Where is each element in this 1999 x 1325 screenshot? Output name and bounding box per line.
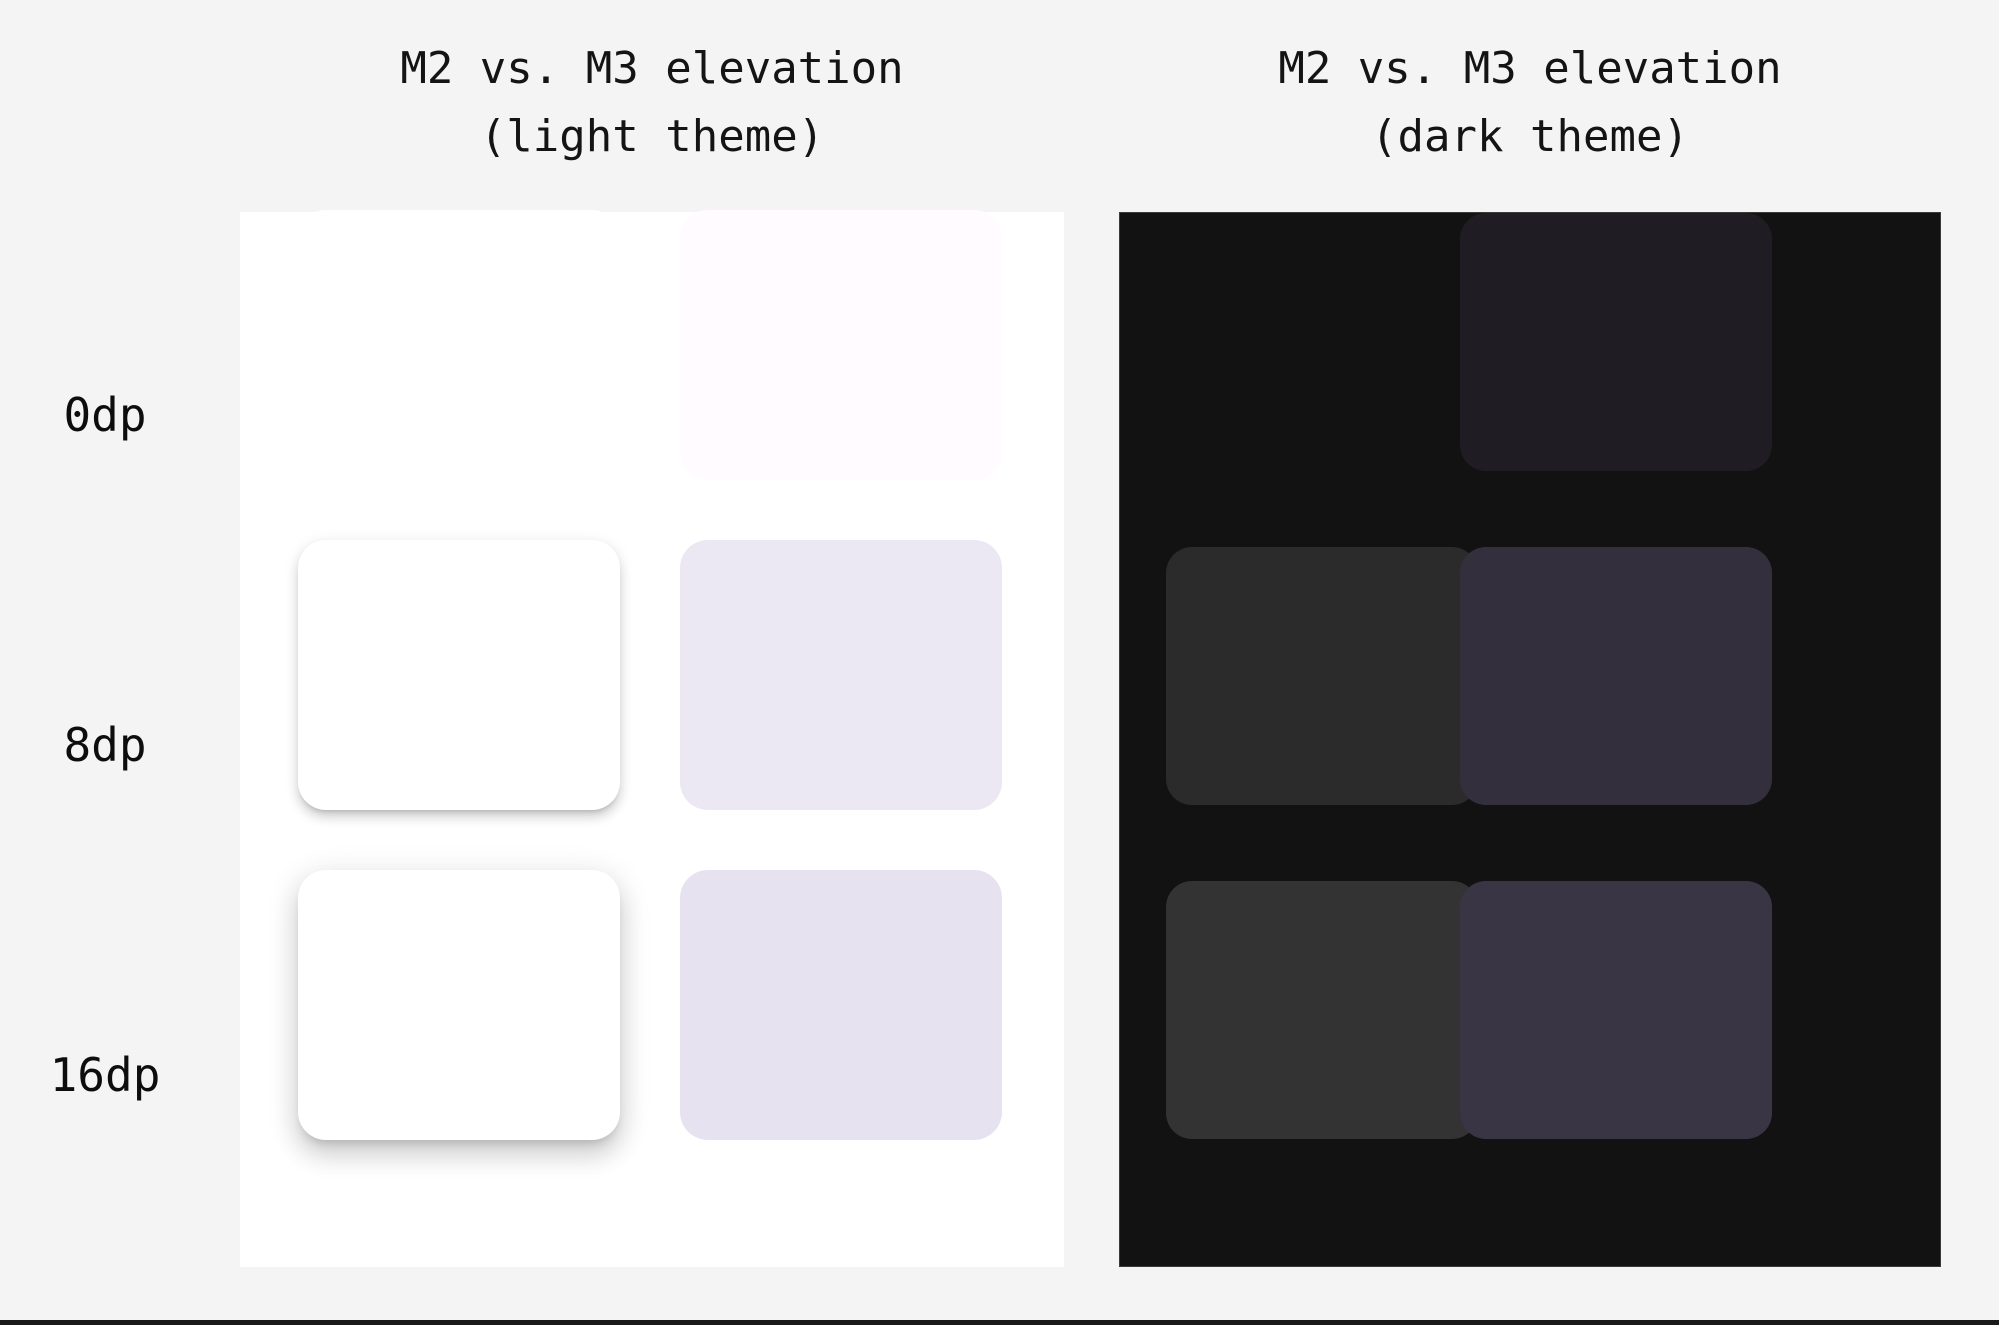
card-dark-m3-0dp	[1460, 213, 1772, 471]
dark-theme-panel	[1119, 212, 1941, 1267]
dark-theme-title-line2: (dark theme)	[1371, 111, 1689, 162]
row-label-16dp: 16dp	[49, 1048, 161, 1102]
card-dark-m2-16dp	[1166, 881, 1478, 1139]
card-light-m2-16dp	[298, 870, 620, 1140]
row-label-8dp: 8dp	[63, 718, 147, 772]
dark-theme-title-line1: M2 vs. M3 elevation	[1278, 43, 1782, 94]
row-label-0dp: 0dp	[63, 388, 147, 442]
card-light-m3-8dp	[680, 540, 1002, 810]
card-dark-m2-0dp	[1166, 213, 1478, 471]
light-theme-card-grid	[240, 210, 1064, 1267]
card-light-m2-0dp	[298, 210, 620, 480]
light-theme-title-line2: (light theme)	[479, 111, 825, 162]
card-light-m3-16dp	[680, 870, 1002, 1140]
card-light-m2-8dp	[298, 540, 620, 810]
dark-theme-title: M2 vs. M3 elevation (dark theme)	[1119, 35, 1941, 171]
card-dark-m3-8dp	[1460, 547, 1772, 805]
light-theme-panel	[240, 210, 1064, 1267]
card-dark-m3-16dp	[1460, 881, 1772, 1139]
light-theme-title: M2 vs. M3 elevation (light theme)	[240, 35, 1064, 171]
card-light-m3-0dp	[680, 210, 1002, 480]
dark-theme-card-grid	[1120, 213, 1940, 1266]
light-theme-title-line1: M2 vs. M3 elevation	[400, 43, 904, 94]
card-dark-m2-8dp	[1166, 547, 1478, 805]
bottom-divider	[0, 1320, 1999, 1325]
